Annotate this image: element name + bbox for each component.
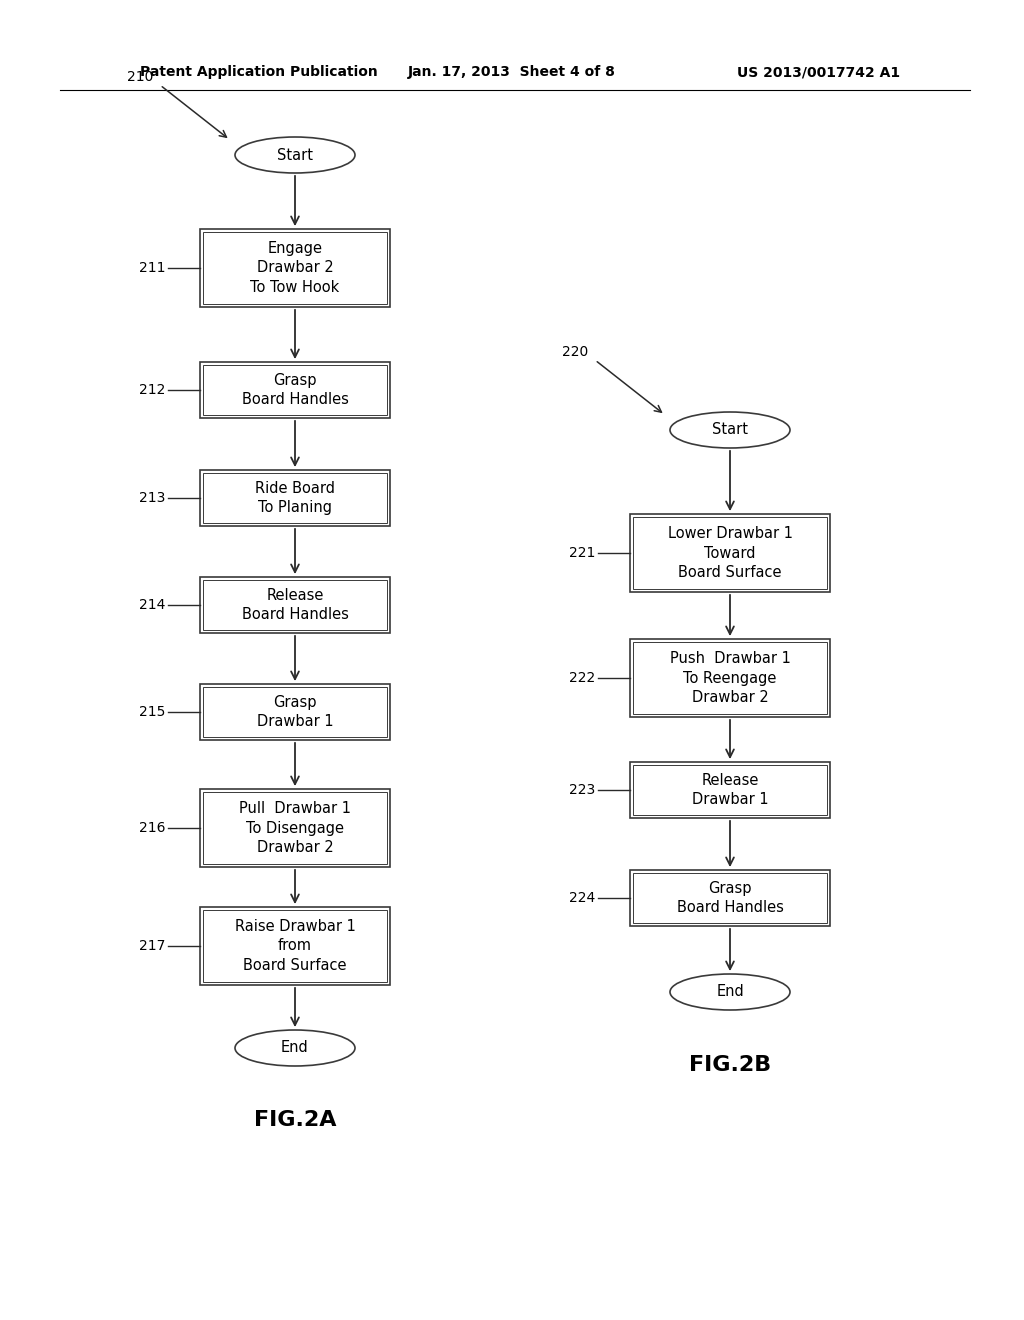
Bar bbox=[203, 473, 387, 523]
Ellipse shape bbox=[234, 137, 355, 173]
Text: Release
Drawbar 1: Release Drawbar 1 bbox=[691, 772, 768, 808]
Text: Raise Drawbar 1
from
Board Surface: Raise Drawbar 1 from Board Surface bbox=[234, 919, 355, 973]
Bar bbox=[633, 766, 827, 814]
Bar bbox=[630, 762, 830, 818]
Bar bbox=[200, 907, 390, 985]
Bar bbox=[200, 789, 390, 867]
Text: Ride Board
To Planing: Ride Board To Planing bbox=[255, 480, 335, 515]
Bar bbox=[200, 470, 390, 525]
Text: FIG.2A: FIG.2A bbox=[254, 1110, 336, 1130]
Text: 223: 223 bbox=[568, 783, 595, 797]
Text: End: End bbox=[716, 985, 743, 999]
Text: US 2013/0017742 A1: US 2013/0017742 A1 bbox=[737, 65, 900, 79]
Text: Pull  Drawbar 1
To Disengage
Drawbar 2: Pull Drawbar 1 To Disengage Drawbar 2 bbox=[239, 801, 351, 855]
Text: 221: 221 bbox=[568, 546, 595, 560]
Text: Patent Application Publication: Patent Application Publication bbox=[140, 65, 378, 79]
Text: FIG.2B: FIG.2B bbox=[689, 1055, 771, 1074]
Text: End: End bbox=[282, 1040, 309, 1056]
Bar bbox=[633, 873, 827, 923]
Text: 216: 216 bbox=[138, 821, 165, 836]
Ellipse shape bbox=[670, 974, 790, 1010]
Text: 211: 211 bbox=[138, 261, 165, 275]
Text: 224: 224 bbox=[568, 891, 595, 906]
Text: Push  Drawbar 1
To Reengage
Drawbar 2: Push Drawbar 1 To Reengage Drawbar 2 bbox=[670, 651, 791, 705]
Text: 222: 222 bbox=[568, 671, 595, 685]
Ellipse shape bbox=[234, 1030, 355, 1067]
Text: 220: 220 bbox=[562, 345, 588, 359]
Text: 217: 217 bbox=[138, 939, 165, 953]
Bar bbox=[200, 684, 390, 741]
Bar bbox=[200, 577, 390, 634]
Bar bbox=[203, 232, 387, 304]
Bar bbox=[630, 639, 830, 717]
Text: 213: 213 bbox=[138, 491, 165, 506]
Ellipse shape bbox=[670, 412, 790, 447]
Bar bbox=[203, 686, 387, 737]
Text: Start: Start bbox=[278, 148, 313, 162]
Text: 214: 214 bbox=[138, 598, 165, 612]
Text: Grasp
Board Handles: Grasp Board Handles bbox=[677, 880, 783, 915]
Bar bbox=[203, 792, 387, 865]
Text: Lower Drawbar 1
Toward
Board Surface: Lower Drawbar 1 Toward Board Surface bbox=[668, 525, 793, 581]
Bar bbox=[200, 362, 390, 418]
Text: 215: 215 bbox=[138, 705, 165, 719]
Text: Grasp
Board Handles: Grasp Board Handles bbox=[242, 372, 348, 408]
Text: Start: Start bbox=[712, 422, 748, 437]
Bar bbox=[203, 366, 387, 414]
Bar bbox=[200, 228, 390, 308]
Bar bbox=[630, 513, 830, 591]
Bar bbox=[633, 517, 827, 589]
Bar bbox=[203, 579, 387, 630]
Bar bbox=[203, 909, 387, 982]
Text: Jan. 17, 2013  Sheet 4 of 8: Jan. 17, 2013 Sheet 4 of 8 bbox=[408, 65, 616, 79]
Text: Grasp
Drawbar 1: Grasp Drawbar 1 bbox=[257, 694, 334, 730]
Text: 210: 210 bbox=[127, 70, 153, 84]
Bar bbox=[630, 870, 830, 927]
Text: 212: 212 bbox=[138, 383, 165, 397]
Bar bbox=[633, 642, 827, 714]
Text: Release
Board Handles: Release Board Handles bbox=[242, 587, 348, 623]
Text: Engage
Drawbar 2
To Tow Hook: Engage Drawbar 2 To Tow Hook bbox=[251, 240, 340, 296]
